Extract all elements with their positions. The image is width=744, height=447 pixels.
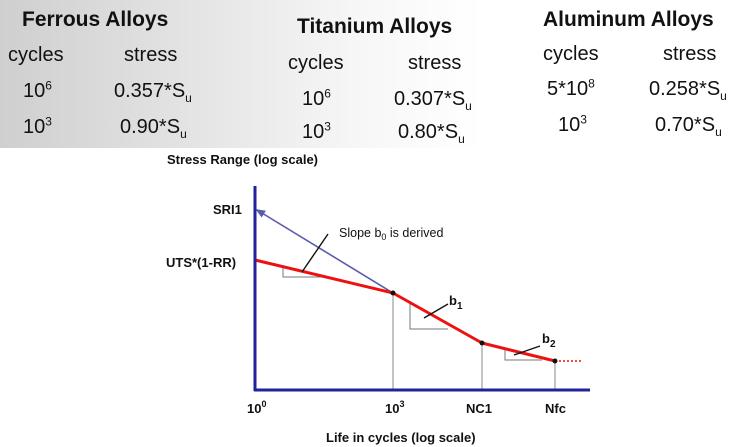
point-nc1 bbox=[479, 340, 485, 346]
drop-lines bbox=[392, 293, 556, 389]
aluminum-row1-stress: 0.258*Su bbox=[649, 78, 727, 103]
point-10e3 bbox=[390, 290, 396, 296]
titanium-row1-stress: 0.307*Su bbox=[394, 88, 472, 113]
aluminum-row2-stress: 0.70*Su bbox=[655, 114, 722, 139]
ferrous-row2-stress: 0.90*Su bbox=[120, 116, 187, 141]
ferrous-stress-header: stress bbox=[124, 44, 178, 66]
aluminum-alloys-title: Aluminum Alloys bbox=[543, 8, 714, 31]
alloy-table-background bbox=[0, 0, 482, 148]
sn-curve bbox=[254, 258, 556, 363]
titanium-stress-header: stress bbox=[408, 52, 462, 74]
titanium-cycles-header: cycles bbox=[288, 52, 344, 74]
y-axis-title: Stress Range (log scale) bbox=[167, 152, 318, 167]
x-tick-nfc: Nfc bbox=[545, 401, 566, 416]
b2-leader bbox=[513, 345, 541, 356]
slope-b0-leader bbox=[301, 233, 329, 273]
x-tick-nc1: NC1 bbox=[466, 401, 492, 416]
x-tick-10e0: 100 bbox=[247, 399, 266, 416]
aluminum-row1-cycles: 5*108 bbox=[547, 76, 595, 100]
b1-label: b1 bbox=[449, 293, 463, 312]
titanium-row2-stress: 0.80*Su bbox=[398, 121, 465, 146]
slope-triangles bbox=[282, 267, 542, 361]
uts-label: UTS*(1-RR) bbox=[166, 255, 236, 270]
slope-triangle-b2 bbox=[504, 349, 542, 361]
titanium-alloys-title: Titanium Alloys bbox=[297, 15, 453, 38]
ferrous-cycles-header: cycles bbox=[8, 44, 64, 66]
ferrous-row1-cycles: 106 bbox=[23, 78, 52, 102]
titanium-row2-cycles: 103 bbox=[302, 119, 331, 143]
b2-label: b2 bbox=[542, 331, 556, 350]
titanium-row1-cycles: 106 bbox=[302, 86, 331, 110]
sri1-label: SRI1 bbox=[213, 202, 242, 217]
x-axis-title: Life in cycles (log scale) bbox=[326, 430, 476, 445]
point-nfc bbox=[552, 358, 558, 364]
slope-b0-note: Slope b0 is derived bbox=[339, 226, 443, 242]
aluminum-cycles-header: cycles bbox=[543, 43, 599, 65]
x-tick-10e3: 103 bbox=[385, 399, 404, 416]
sri1-slope-line bbox=[255, 208, 394, 294]
ferrous-row1-stress: 0.357*Su bbox=[114, 80, 192, 105]
b1-leader bbox=[423, 303, 449, 319]
ferrous-alloys-title: Ferrous Alloys bbox=[22, 8, 169, 31]
aluminum-stress-header: stress bbox=[663, 43, 717, 65]
slope-triangle-b1 bbox=[409, 302, 448, 330]
slope-triangle-b0 bbox=[282, 267, 330, 278]
aluminum-row2-cycles: 103 bbox=[558, 112, 587, 136]
ferrous-row2-cycles: 103 bbox=[23, 114, 52, 138]
